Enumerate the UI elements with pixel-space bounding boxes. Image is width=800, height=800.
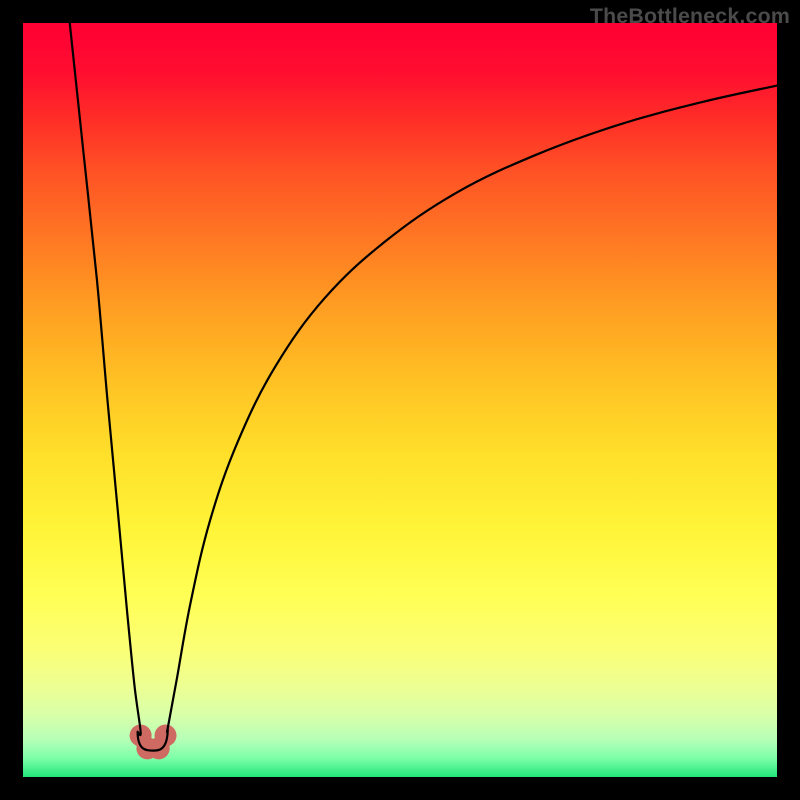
bottleneck-chart [0, 0, 800, 800]
chart-background [23, 23, 777, 777]
source-watermark: TheBottleneck.com [590, 4, 790, 29]
chart-frame: TheBottleneck.com [0, 0, 800, 800]
